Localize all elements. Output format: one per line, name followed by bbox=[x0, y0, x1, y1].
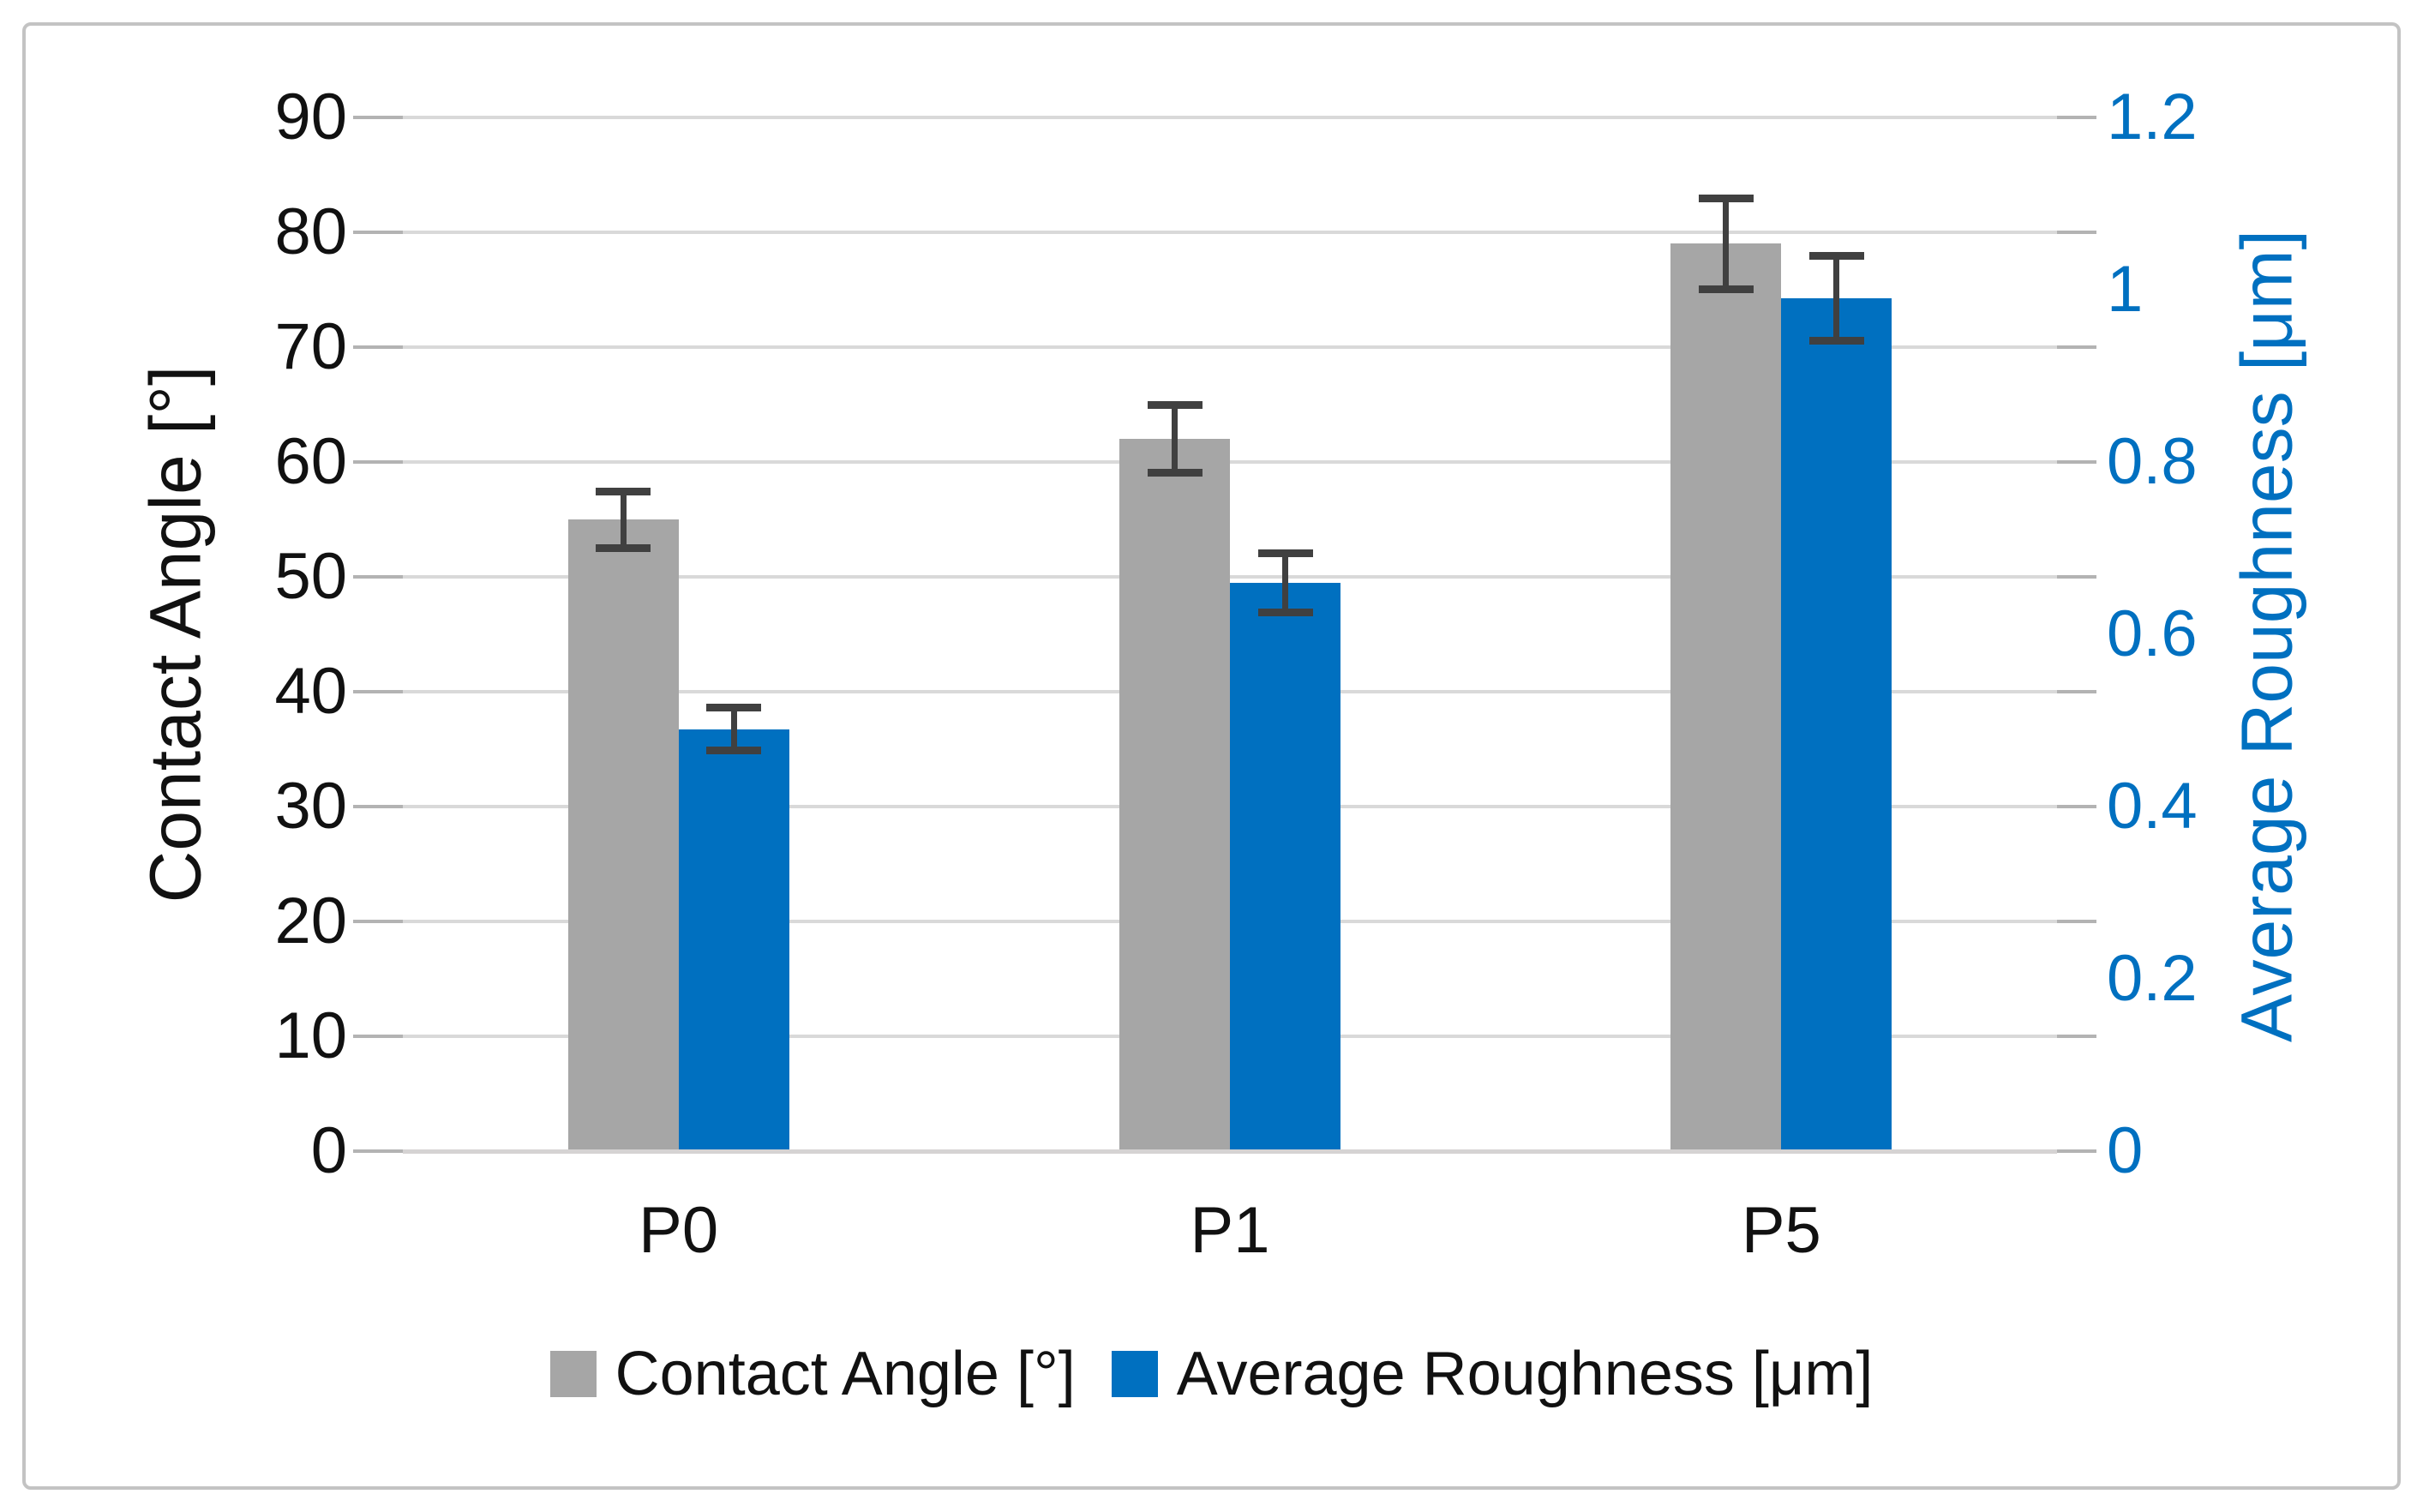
category-label-P5: P5 bbox=[1741, 1194, 1821, 1267]
right-axis-tick-20 bbox=[2057, 920, 2096, 923]
error-bar-P0-contact-angle bbox=[620, 490, 627, 549]
right-axis-tick-label-1.2: 1.2 bbox=[2107, 81, 2198, 153]
right-axis-tick-label-0: 0 bbox=[2107, 1114, 2144, 1187]
gridline-70 bbox=[403, 345, 2057, 349]
right-axis-tick-label-0.4: 0.4 bbox=[2107, 770, 2198, 843]
bar-average-roughness-P5 bbox=[1781, 298, 1892, 1151]
right-axis-tick-label-1: 1 bbox=[2107, 253, 2144, 326]
right-axis-tick-30 bbox=[2057, 805, 2096, 808]
left-axis-tick-40 bbox=[353, 690, 403, 693]
category-label-P1: P1 bbox=[1190, 1194, 1270, 1267]
right-axis-tick-10 bbox=[2057, 1035, 2096, 1038]
gridline-80 bbox=[403, 231, 2057, 234]
bar-contact-angle-P5 bbox=[1670, 243, 1782, 1151]
error-bar-cap-top bbox=[1257, 549, 1313, 557]
right-axis-tick-40 bbox=[2057, 690, 2096, 693]
gridline-90 bbox=[403, 116, 2057, 119]
right-axis-tick-60 bbox=[2057, 460, 2096, 464]
left-axis-tick-label-0: 0 bbox=[310, 1114, 347, 1187]
error-bar-cap-bottom bbox=[596, 543, 651, 552]
right-axis-tick-0 bbox=[2057, 1149, 2096, 1153]
left-axis-tick-label-90: 90 bbox=[274, 81, 347, 153]
error-bar-cap-top bbox=[1147, 401, 1203, 409]
error-bar-cap-bottom bbox=[1808, 337, 1864, 345]
left-axis-tick-label-10: 10 bbox=[274, 999, 347, 1072]
left-axis-tick-label-50: 50 bbox=[274, 540, 347, 613]
bar-average-roughness-P1 bbox=[1230, 582, 1340, 1151]
left-axis-tick-10 bbox=[353, 1035, 403, 1038]
legend-swatch-contact-angle bbox=[549, 1351, 597, 1397]
left-axis-tick-label-80: 80 bbox=[274, 195, 347, 268]
left-axis-tick-0 bbox=[353, 1149, 403, 1153]
left-axis-tick-70 bbox=[353, 345, 403, 349]
error-bar-cap-top bbox=[1808, 251, 1864, 260]
error-bar-P0-average-roughness bbox=[730, 707, 737, 751]
error-bar-cap-bottom bbox=[1257, 608, 1313, 616]
x-axis-line bbox=[403, 1149, 2057, 1154]
error-bar-P1-average-roughness bbox=[1282, 552, 1288, 613]
left-axis-tick-label-20: 20 bbox=[274, 885, 347, 957]
legend-label-contact-angle: Contact Angle [°] bbox=[615, 1340, 1076, 1408]
right-axis-tick-label-0.6: 0.6 bbox=[2107, 597, 2198, 670]
left-axis-tick-90 bbox=[353, 116, 403, 119]
error-bar-P5-average-roughness bbox=[1833, 255, 1840, 342]
error-bar-cap-top bbox=[706, 704, 762, 712]
bar-contact-angle-P1 bbox=[1119, 439, 1230, 1151]
right-axis-tick-70 bbox=[2057, 345, 2096, 349]
legend-item-average-roughness: Average Roughness [μm] bbox=[1111, 1339, 1874, 1409]
error-bar-cap-top bbox=[596, 487, 651, 495]
gridline-50 bbox=[403, 575, 2057, 579]
legend-label-average-roughness: Average Roughness [μm] bbox=[1176, 1340, 1874, 1408]
right-axis-tick-80 bbox=[2057, 231, 2096, 234]
right-axis-tick-label-0.8: 0.8 bbox=[2107, 425, 2198, 498]
error-bar-cap-bottom bbox=[1147, 469, 1203, 477]
right-axis-tick-label-0.2: 0.2 bbox=[2107, 942, 2198, 1015]
error-bar-cap-bottom bbox=[1698, 285, 1754, 293]
gridline-60 bbox=[403, 460, 2057, 464]
left-axis-tick-60 bbox=[353, 460, 403, 464]
legend: Contact Angle [°] Average Roughness [μm] bbox=[0, 1327, 2423, 1421]
bar-contact-angle-P0 bbox=[567, 519, 679, 1151]
legend-item-contact-angle: Contact Angle [°] bbox=[549, 1339, 1076, 1409]
right-axis-tick-50 bbox=[2057, 575, 2096, 579]
error-bar-cap-top bbox=[1698, 194, 1754, 202]
left-axis-tick-label-40: 40 bbox=[274, 655, 347, 728]
left-axis-tick-20 bbox=[353, 920, 403, 923]
error-bar-P1-contact-angle bbox=[1172, 405, 1178, 474]
left-axis-tick-30 bbox=[353, 805, 403, 808]
left-axis-tick-80 bbox=[353, 231, 403, 234]
left-axis-tick-50 bbox=[353, 575, 403, 579]
error-bar-P5-contact-angle bbox=[1723, 197, 1730, 290]
category-label-P0: P0 bbox=[639, 1194, 719, 1267]
left-axis-tick-label-70: 70 bbox=[274, 310, 347, 383]
legend-swatch-average-roughness bbox=[1111, 1351, 1158, 1397]
left-axis-tick-label-30: 30 bbox=[274, 770, 347, 843]
left-axis-tick-label-60: 60 bbox=[274, 425, 347, 498]
bar-average-roughness-P0 bbox=[678, 729, 789, 1151]
right-axis-tick-90 bbox=[2057, 116, 2096, 119]
error-bar-cap-bottom bbox=[706, 746, 762, 754]
